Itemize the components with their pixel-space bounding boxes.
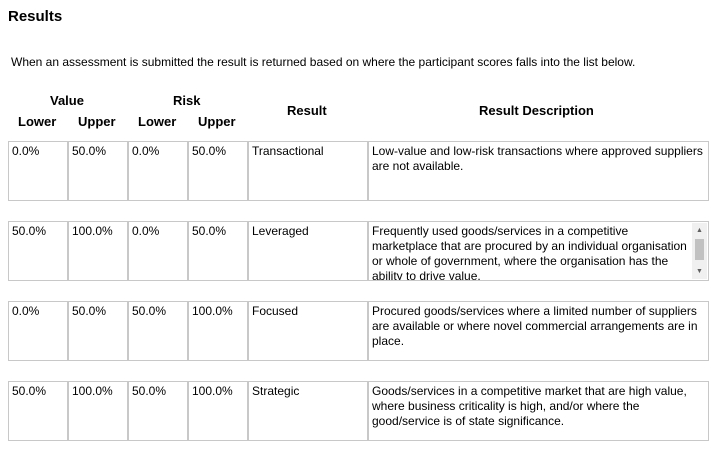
risk-upper-field[interactable]: 50.0% (188, 221, 248, 281)
scroll-down-icon[interactable]: ▼ (696, 268, 703, 275)
header-value-lower: Lower (18, 114, 57, 129)
vertical-scrollbar[interactable]: ▲ ▼ (692, 223, 707, 279)
header-risk-upper: Upper (198, 114, 236, 129)
result-description-text: Frequently used goods/services in a comp… (372, 224, 687, 281)
result-name-field[interactable]: Strategic (248, 381, 368, 441)
risk-lower-field[interactable]: 0.0% (128, 141, 188, 201)
result-description-field[interactable]: Goods/services in a competitive market t… (368, 381, 709, 441)
header-risk-lower: Lower (138, 114, 177, 129)
value-upper-field[interactable]: 50.0% (68, 141, 128, 201)
risk-upper-field[interactable]: 100.0% (188, 301, 248, 361)
intro-text: When an assessment is submitted the resu… (11, 55, 636, 69)
risk-lower-field[interactable]: 0.0% (128, 221, 188, 281)
result-name-field[interactable]: Focused (248, 301, 368, 361)
value-lower-field[interactable]: 50.0% (8, 221, 68, 281)
result-description-field[interactable]: Low-value and low-risk transactions wher… (368, 141, 709, 201)
header-description: Result Description (479, 103, 594, 118)
header-value: Value (50, 93, 84, 108)
header-result: Result (287, 103, 327, 118)
risk-lower-field[interactable]: 50.0% (128, 381, 188, 441)
header-value-upper: Upper (78, 114, 116, 129)
result-name-field[interactable]: Leveraged (248, 221, 368, 281)
value-lower-field[interactable]: 0.0% (8, 301, 68, 361)
page-title: Results (8, 8, 63, 25)
result-description-field[interactable]: Frequently used goods/services in a comp… (368, 221, 709, 281)
value-upper-field[interactable]: 100.0% (68, 381, 128, 441)
result-name-field[interactable]: Transactional (248, 141, 368, 201)
value-upper-field[interactable]: 50.0% (68, 301, 128, 361)
scroll-up-icon[interactable]: ▲ (696, 227, 703, 234)
header-risk: Risk (173, 93, 201, 108)
scrollbar-thumb[interactable] (695, 239, 704, 260)
risk-upper-field[interactable]: 100.0% (188, 381, 248, 441)
risk-upper-field[interactable]: 50.0% (188, 141, 248, 201)
value-upper-field[interactable]: 100.0% (68, 221, 128, 281)
risk-lower-field[interactable]: 50.0% (128, 301, 188, 361)
value-lower-field[interactable]: 50.0% (8, 381, 68, 441)
value-lower-field[interactable]: 0.0% (8, 141, 68, 201)
result-description-field[interactable]: Procured goods/services where a limited … (368, 301, 709, 361)
